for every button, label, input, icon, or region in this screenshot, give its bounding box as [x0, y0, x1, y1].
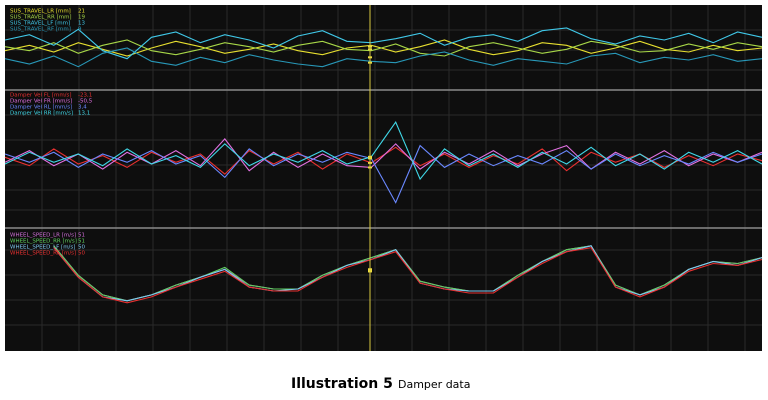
legend-readout: 51 — [78, 233, 85, 239]
series-line — [4, 120, 763, 181]
legend-name: SUS_TRAVEL_RR [mm] — [10, 15, 72, 21]
legend-name: SUS_TRAVEL_LR [mm] — [10, 9, 71, 15]
legend-name: WHEEL_SPEED_LF [m/s] — [10, 245, 75, 251]
legend-readout: 13 — [78, 21, 85, 27]
legend-name: SUS_TRAVEL_LF [mm] — [10, 21, 70, 27]
caption-label: Illustration 5 — [291, 376, 393, 392]
legend-readout: 9 — [78, 27, 82, 33]
legend-name: Damper Vel RR [mm/s] — [10, 111, 73, 117]
legend-readout: 50 — [78, 251, 85, 257]
grid — [5, 5, 762, 351]
legend-readout: -23,1 — [78, 93, 92, 99]
legend-name: WHEEL_SPEED_RF [m/s] — [10, 251, 76, 257]
legend-name: SUS_TRAVEL_RF [mm] — [10, 27, 71, 33]
caption-text: Damper data — [398, 378, 470, 391]
legend-name: WHEEL_SPEED_LR [m/s] — [10, 233, 76, 239]
series-line — [4, 138, 763, 172]
series-line — [53, 247, 763, 304]
plots: SUS_TRAVEL_LR [mm] 21 SUS_TRAVEL_RR [mm] 19… — [4, 9, 763, 304]
series-line — [4, 47, 763, 68]
legend-readout: 3,4 — [78, 105, 87, 111]
series-line — [4, 27, 763, 60]
legend-readout: 19 — [78, 15, 85, 21]
legend-readout: 21 — [78, 9, 85, 15]
legend-name: Damper Vel FR [mm/s] — [10, 99, 72, 105]
series-line — [4, 144, 763, 204]
legend-readout: 50 — [78, 245, 85, 251]
legend-readout: 13,1 — [78, 111, 90, 117]
legend-readout: 51 — [78, 239, 85, 245]
legend-name: WHEEL_SPEED_RR [m/s] — [10, 239, 77, 245]
series-line — [4, 39, 763, 57]
legend-readout: -50,5 — [78, 99, 93, 105]
legend-name: Damper Vel FL [mm/s] — [10, 93, 72, 99]
legend-name: Damper Vel RL [mm/s] — [10, 105, 72, 111]
